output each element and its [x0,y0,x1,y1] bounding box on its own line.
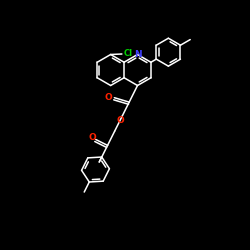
Text: O: O [104,93,112,102]
Text: N: N [134,50,141,59]
Text: Cl: Cl [123,50,132,58]
Text: O: O [116,116,124,126]
Text: O: O [88,133,96,142]
